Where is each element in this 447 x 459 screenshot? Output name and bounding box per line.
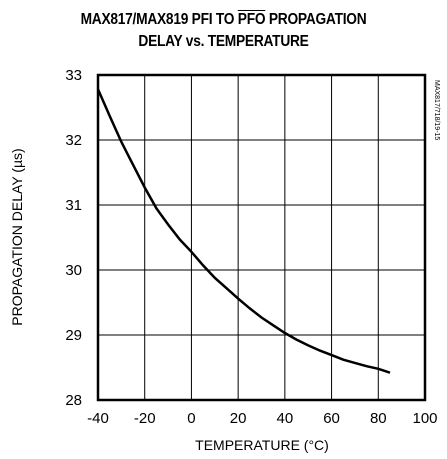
y-axis-label: PROPAGATION DELAY (µs): [9, 148, 25, 325]
y-tick-label: 31: [65, 197, 82, 214]
side-reference-label: MAX817/718/19-15: [433, 80, 440, 140]
chart-title-line2: DELAY vs. TEMPERATURE: [138, 33, 309, 50]
x-axis-label: TEMPERATURE (°C): [195, 437, 329, 453]
x-tick-label: 60: [323, 410, 340, 427]
x-tick-label: 100: [412, 410, 437, 427]
plot-frame: [96, 73, 427, 402]
x-tick-label: 0: [187, 410, 195, 427]
y-tick-label: 30: [65, 262, 82, 279]
x-tick-label: 20: [230, 410, 247, 427]
y-tick-label: 28: [65, 392, 82, 409]
y-tick-labels: 28 29 30 31 32 33: [65, 67, 82, 409]
x-tick-label: -40: [87, 410, 109, 427]
x-tick-label: 80: [370, 410, 387, 427]
series-line: [96, 88, 391, 374]
title-part-a: MAX817/MAX819 PFI TO: [80, 11, 238, 28]
x-tick-label: -20: [134, 410, 156, 427]
x-tick-labels: -40 -20 0 20 40 60 80 100: [87, 410, 437, 427]
y-tick-label: 29: [65, 327, 82, 344]
title-part-b: PROPAGATION: [265, 11, 367, 28]
y-tick-label: 33: [65, 67, 82, 84]
chart-title-line1: MAX817/MAX819 PFI TO PFO PROPAGATION: [31, 11, 415, 29]
x-tick-label: 40: [277, 410, 294, 427]
grid-lines: [98, 75, 425, 400]
y-tick-label: 32: [65, 132, 82, 149]
title-overline-pfo: PFO: [237, 11, 266, 28]
